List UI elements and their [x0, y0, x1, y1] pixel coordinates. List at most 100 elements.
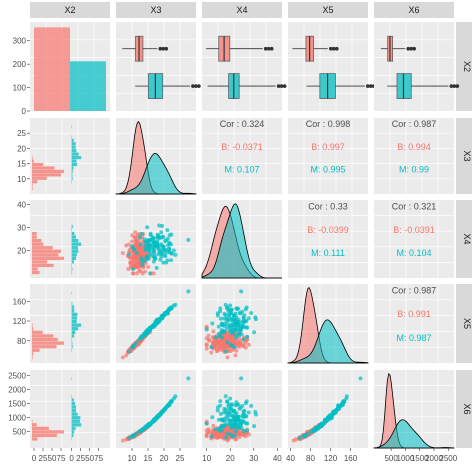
- scatter-point-M: [224, 326, 229, 331]
- x-tick-label-X6: 1000: [397, 454, 415, 463]
- scatter-point-M: [234, 306, 239, 311]
- density-curve-M: [201, 203, 282, 279]
- scatter-point-M: [224, 422, 229, 427]
- boxplot-outlier-M: [276, 84, 281, 88]
- histogram-bar-M: [71, 416, 81, 420]
- boxplot-outlier-M: [449, 84, 454, 88]
- panel-X5-X6: [374, 284, 454, 363]
- scatter-point-M: [235, 323, 240, 328]
- scatter-point-M: [223, 349, 228, 354]
- column-strip-X3: [116, 2, 196, 18]
- column-strip-label-X4: X4: [236, 5, 247, 15]
- scatter-point-M: [327, 414, 332, 419]
- scatter-point-M: [239, 376, 244, 381]
- row-strip-label-X4: X4: [462, 233, 472, 244]
- histogram-bar-B: [32, 253, 59, 257]
- scatter-point-M: [239, 332, 244, 337]
- histogram-bar-B: [32, 352, 34, 356]
- scatter-point-M: [225, 340, 230, 345]
- scatter-point-B: [209, 350, 214, 355]
- scatter-point-M: [151, 246, 156, 251]
- scatter-point-M: [158, 316, 163, 321]
- scatter-point-M: [216, 324, 221, 329]
- scatter-point-M: [235, 417, 240, 422]
- scatter-point-M: [228, 432, 233, 437]
- histogram-bar-M: [71, 242, 82, 246]
- scatter-point-M: [218, 309, 223, 314]
- scatter-point-B: [136, 260, 141, 265]
- scatter-point-B: [238, 340, 243, 345]
- scatter-point-M: [330, 411, 335, 416]
- histogram-bar-M: [71, 235, 76, 239]
- scatter-point-M: [169, 251, 174, 256]
- scatter-point-M: [171, 396, 176, 401]
- boxplot-outlier-B: [161, 46, 166, 51]
- scatter-point-M: [156, 252, 161, 257]
- boxplot-outlier-M: [455, 84, 460, 88]
- histogram-bar-M: [71, 246, 78, 250]
- histogram-bar-B: [32, 242, 44, 246]
- scatter-point-B: [243, 340, 248, 345]
- correlation-B: B: -0.0371: [221, 142, 263, 152]
- scatter-point-M: [165, 236, 170, 241]
- scatter-point-M: [130, 266, 135, 271]
- bar-M: [70, 61, 106, 111]
- column-strip-X4: [202, 2, 282, 18]
- x-tick-label-X5: 80: [306, 454, 315, 463]
- y-tick-label-X6: 500: [13, 427, 27, 436]
- scatter-point-M: [232, 433, 237, 438]
- x-tick-label-X2: 25: [76, 454, 85, 463]
- scatter-point-M: [222, 311, 227, 316]
- boxplot-outlier-M: [279, 84, 284, 88]
- scatter-point-M: [134, 251, 139, 256]
- scatter-point-M: [171, 248, 176, 253]
- scatter-point-M: [165, 258, 170, 263]
- column-strip-X6: [374, 2, 454, 18]
- panel-X3-X5: [288, 118, 368, 194]
- scatter-point-M: [165, 250, 170, 255]
- histogram-bar-B: [32, 263, 54, 268]
- scatter-point-M: [234, 335, 239, 340]
- scatter-point-B: [124, 353, 129, 358]
- scatter-point-M: [139, 231, 144, 236]
- correlation-B: B: -0.0399: [307, 225, 349, 235]
- histogram-bar-M: [71, 409, 76, 413]
- scatter-point-M: [186, 376, 191, 381]
- scatter-point-M: [344, 396, 349, 401]
- scatter-point-M: [213, 427, 218, 432]
- scatter-point-M: [161, 260, 166, 265]
- histogram-bar-M: [71, 156, 82, 160]
- scatter-point-M: [229, 402, 234, 407]
- y-tick-label-X6: 2500: [8, 372, 26, 381]
- scatter-point-M: [163, 239, 168, 244]
- histogram-bar-B: [32, 337, 58, 342]
- scatter-point-M: [237, 406, 242, 411]
- histogram-bar-M: [71, 142, 76, 146]
- panel-X2-X4: [202, 22, 282, 111]
- boxplot-outlier-B: [329, 46, 333, 51]
- histogram-bar-M: [71, 330, 76, 334]
- row-strip-X2: [456, 22, 472, 111]
- bar-B: [34, 27, 70, 112]
- scatter-point-M: [223, 302, 228, 307]
- scatter-point-M: [245, 428, 250, 433]
- x-tick-label-X6: 2500: [439, 454, 457, 463]
- histogram-bar-B: [32, 345, 57, 349]
- correlation-M: M: 0.99: [399, 165, 429, 175]
- scatter-point-M: [252, 330, 257, 335]
- correlation-M: M: 0.987: [396, 333, 431, 343]
- scatter-point-M: [234, 400, 239, 405]
- scatter-point-M: [168, 400, 173, 405]
- scatter-point-M: [228, 303, 233, 308]
- scatter-point-M: [241, 337, 246, 342]
- scatter-point-M: [244, 421, 249, 426]
- scatter-point-B: [126, 242, 131, 247]
- correlation-M: M: 0.104: [396, 248, 431, 258]
- scatter-point-B: [211, 423, 216, 428]
- x-tick-label-X4: 10: [202, 454, 211, 463]
- correlation-overall: Cor : 0.998: [306, 119, 351, 129]
- scatter-point-M: [244, 325, 249, 330]
- histogram-bar-M: [71, 405, 76, 409]
- scatter-point-M: [216, 417, 221, 422]
- panel-X4-X6: [374, 200, 454, 278]
